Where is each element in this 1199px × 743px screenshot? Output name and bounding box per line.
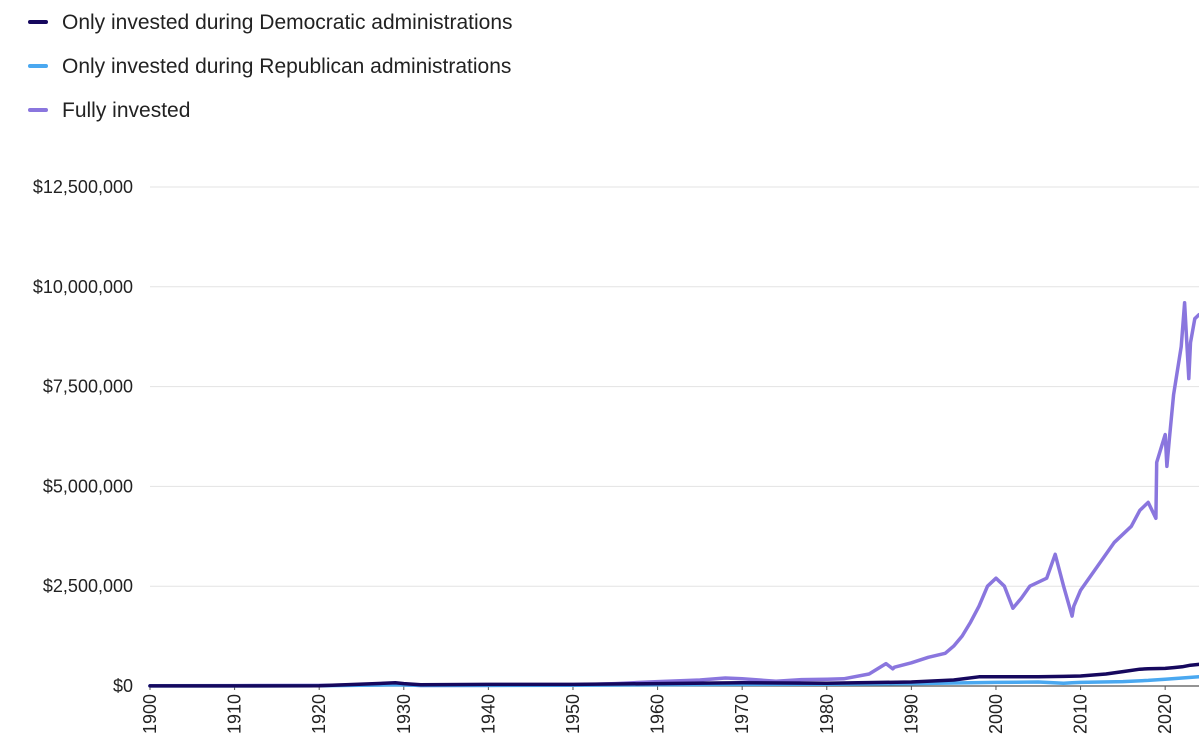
series-line-fully-invested bbox=[148, 301, 1199, 688]
legend-label-fully-invested: Fully invested bbox=[62, 98, 191, 122]
x-tick-label-12: 2020 bbox=[1155, 694, 1175, 734]
legend-label-republican: Only invested during Republican administ… bbox=[62, 54, 512, 78]
y-tick-label-5: $12,500,000 bbox=[33, 177, 133, 197]
x-tick-label-1: 1910 bbox=[225, 694, 245, 734]
legend-label-democratic: Only invested during Democratic administ… bbox=[62, 10, 513, 34]
x-tick-label-0: 1900 bbox=[140, 694, 160, 734]
x-tick-label-10: 2000 bbox=[986, 694, 1006, 734]
x-tick-label-2: 1920 bbox=[309, 694, 329, 734]
legend: Only invested during Democratic administ… bbox=[28, 0, 513, 132]
y-tick-label-2: $5,000,000 bbox=[43, 476, 133, 496]
y-tick-label-3: $7,500,000 bbox=[43, 377, 133, 397]
legend-swatch-democratic bbox=[28, 20, 48, 24]
x-tick-label-6: 1960 bbox=[648, 694, 668, 734]
y-tick-label-1: $2,500,000 bbox=[43, 576, 133, 596]
legend-item-republican[interactable]: Only invested during Republican administ… bbox=[28, 44, 513, 88]
legend-item-fully-invested[interactable]: Fully invested bbox=[28, 88, 513, 132]
x-tick-label-11: 2010 bbox=[1071, 694, 1091, 734]
legend-swatch-republican bbox=[28, 64, 48, 68]
x-tick-label-8: 1980 bbox=[817, 694, 837, 734]
legend-item-democratic[interactable]: Only invested during Democratic administ… bbox=[28, 0, 513, 44]
x-tick-label-9: 1990 bbox=[901, 694, 921, 734]
series-line-democratic bbox=[148, 662, 1199, 688]
x-tick-label-5: 1950 bbox=[563, 694, 583, 734]
x-tick-label-4: 1940 bbox=[478, 694, 498, 734]
legend-swatch-fully-invested bbox=[28, 108, 48, 112]
x-tick-label-7: 1970 bbox=[732, 694, 752, 734]
x-tick-label-3: 1930 bbox=[394, 694, 414, 734]
y-tick-label-0: $0 bbox=[113, 676, 133, 696]
y-tick-label-4: $10,000,000 bbox=[33, 277, 133, 297]
